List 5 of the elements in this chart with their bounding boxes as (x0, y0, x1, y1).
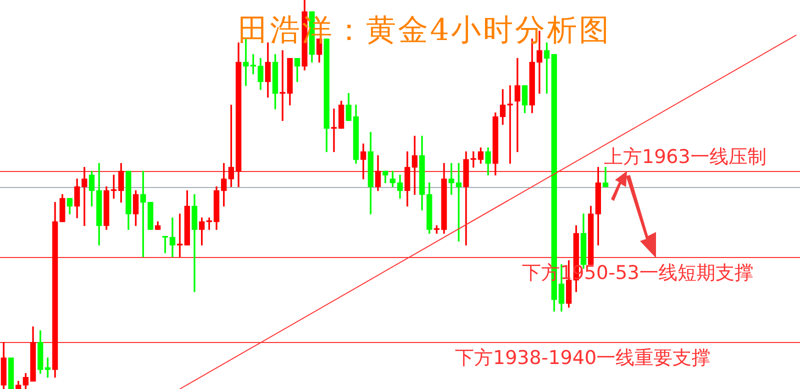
ref-line-label: 下方1938-1940一线重要支撑 (455, 346, 711, 372)
ref-line-label: 上方1963一线压制 (604, 145, 766, 170)
candlestick (602, 166, 608, 188)
candlestick (192, 194, 198, 292)
candlestick (514, 58, 520, 152)
